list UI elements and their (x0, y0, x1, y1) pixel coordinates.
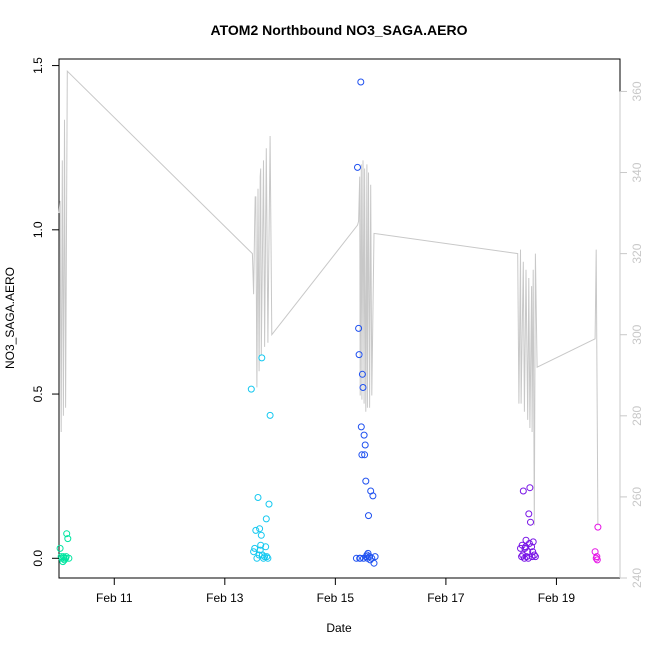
secondary-y-tick-label: 300 (630, 324, 644, 344)
data-point (525, 540, 533, 547)
data-point (522, 536, 530, 544)
secondary-y-tick-label: 240 (630, 568, 644, 588)
data-point (250, 548, 258, 556)
secondary-y-axis: 240 260 280 300 320 340 360 (619, 81, 644, 588)
x-tick-label: Feb 19 (538, 591, 576, 605)
data-point (369, 492, 377, 500)
scatter-series-3 (352, 78, 379, 567)
data-point (519, 487, 527, 495)
data-point (355, 324, 363, 332)
scatter-series-1 (56, 530, 73, 566)
x-axis: Feb 11 Feb 13 Feb 15 Feb 17 Feb 19 (96, 578, 575, 605)
x-tick-label: Feb 13 (206, 591, 244, 605)
data-point (65, 554, 73, 562)
data-point (366, 556, 374, 564)
data-point (252, 526, 260, 534)
data-point (263, 553, 271, 561)
secondary-y-tick-label: 320 (630, 243, 644, 263)
secondary-y-tick-label: 360 (630, 81, 644, 101)
data-point (364, 549, 372, 557)
data-point (63, 530, 71, 538)
data-point (354, 163, 361, 171)
data-point (359, 384, 367, 391)
data-point (530, 551, 538, 559)
data-point (529, 538, 537, 546)
data-point (370, 559, 378, 567)
plot-frame (58, 58, 621, 579)
data-point (357, 423, 365, 431)
data-point (591, 548, 599, 556)
data-point (357, 78, 365, 86)
data-point (358, 370, 366, 378)
data-point (362, 477, 370, 485)
data-point (356, 554, 364, 562)
data-point (526, 484, 534, 492)
x-tick-label: Feb 17 (427, 591, 465, 605)
secondary-y-tick-label: 280 (630, 405, 644, 425)
chart-title: ATOM2 Northbound NO3_SAGA.AERO (211, 22, 468, 38)
data-point (358, 451, 366, 459)
data-point (262, 515, 270, 523)
data-point (352, 554, 360, 562)
data-point (256, 525, 264, 533)
data-point (528, 553, 536, 561)
data-point (360, 431, 368, 439)
data-point (371, 553, 379, 561)
x-axis-label: Date (326, 621, 352, 635)
data-point (355, 351, 363, 359)
data-point (247, 385, 255, 393)
data-point (254, 494, 262, 501)
data-point (520, 554, 528, 562)
data-point (257, 531, 265, 539)
data-point (529, 548, 537, 556)
scatter-series-4 (517, 484, 539, 562)
data-point (256, 546, 264, 554)
secondary-y-tick-label: 260 (630, 487, 644, 507)
scatter-series-2 (247, 354, 274, 562)
data-point (594, 523, 602, 531)
data-point (593, 553, 601, 561)
data-point (64, 535, 72, 543)
secondary-y-tick-label: 340 (630, 162, 644, 182)
data-point (261, 553, 269, 561)
data-point (60, 554, 68, 562)
y-tick-label: 1.0 (31, 221, 45, 238)
scatter-series-5 (591, 523, 602, 564)
data-point (260, 554, 267, 562)
x-tick-label: Feb 15 (317, 591, 355, 605)
y-tick-label: 1.5 (31, 57, 45, 74)
data-point (525, 510, 533, 518)
data-point (524, 554, 532, 562)
data-point (262, 543, 270, 551)
data-point (361, 451, 369, 459)
data-point (258, 354, 266, 362)
x-tick-label: Feb 11 (96, 591, 133, 605)
y-tick-label: 0.5 (31, 385, 45, 402)
data-point (264, 554, 272, 562)
data-point (527, 518, 534, 526)
data-point (361, 441, 369, 449)
y-tick-label: 0.0 (31, 550, 45, 567)
data-point (519, 551, 527, 559)
data-point (365, 512, 372, 520)
data-point (593, 556, 601, 564)
data-point (266, 411, 274, 419)
secondary-line-layer (58, 70, 599, 526)
data-point (257, 541, 265, 549)
y-axis-label: NO3_SAGA.AERO (3, 267, 17, 369)
scatter-points-layer (56, 78, 602, 567)
data-point (265, 500, 273, 508)
data-point (56, 544, 64, 552)
primary-y-axis: 0.0 0.5 1.0 1.5 (31, 57, 59, 567)
secondary-series-line (58, 70, 599, 526)
